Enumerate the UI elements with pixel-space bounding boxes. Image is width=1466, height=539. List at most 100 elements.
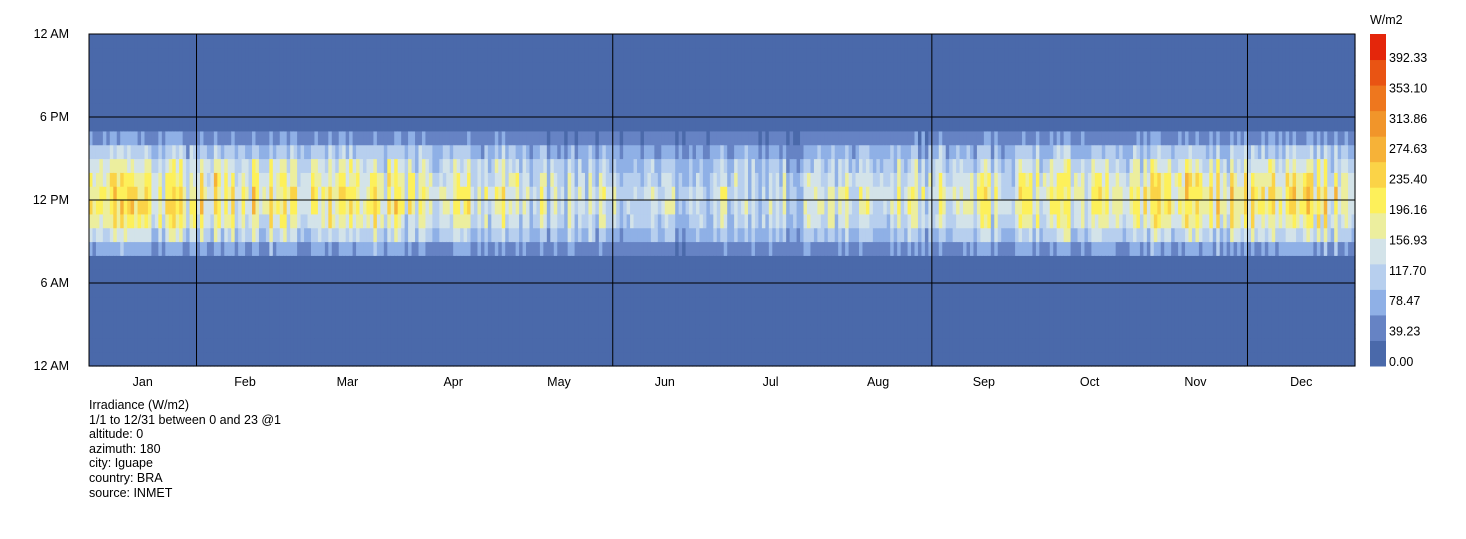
heatmap-cell xyxy=(349,158,354,173)
heatmap-cell xyxy=(713,213,718,229)
heatmap-cell xyxy=(307,103,312,118)
heatmap-cell xyxy=(723,338,728,353)
heatmap-cell xyxy=(265,47,270,63)
heatmap-cell xyxy=(657,103,662,118)
heatmap-cell xyxy=(695,283,701,298)
heatmap-cell xyxy=(647,241,652,256)
heatmap-cell xyxy=(314,200,319,215)
heatmap-cell xyxy=(137,34,142,49)
heatmap-cell xyxy=(616,283,621,298)
heatmap-cell xyxy=(484,34,489,49)
heatmap-cell xyxy=(515,144,520,160)
heatmap-cell xyxy=(241,117,246,132)
heatmap-cell xyxy=(415,34,420,49)
heatmap-cell xyxy=(796,158,801,173)
heatmap-cell xyxy=(331,186,336,201)
heatmap-cell xyxy=(304,324,309,339)
heatmap-cell xyxy=(269,144,274,160)
heatmap-cell xyxy=(269,283,274,298)
heatmap-cell xyxy=(345,103,350,118)
heatmap-cell xyxy=(210,117,215,132)
heatmap-cell xyxy=(300,144,305,160)
heatmap-cell xyxy=(442,310,447,326)
heatmap-cell xyxy=(186,61,191,77)
heatmap-cell xyxy=(695,227,701,243)
heatmap-cell xyxy=(418,283,423,298)
heatmap-cell xyxy=(720,352,725,367)
heatmap-cell xyxy=(234,130,239,146)
heatmap-cell xyxy=(317,255,322,270)
heatmap-cell xyxy=(782,324,787,339)
heatmap-cell xyxy=(252,269,257,284)
heatmap-cell xyxy=(467,75,472,90)
heatmap-cell xyxy=(262,200,267,215)
heatmap-cell xyxy=(439,213,444,229)
heatmap-cell xyxy=(116,75,121,90)
heatmap-cell xyxy=(109,47,114,63)
heatmap-cell xyxy=(352,296,357,312)
heatmap-cell xyxy=(262,352,267,367)
heatmap-cell xyxy=(675,130,680,146)
heatmap-cell xyxy=(172,103,177,118)
heatmap-cell xyxy=(390,34,395,49)
heatmap-cell xyxy=(206,213,211,229)
heatmap-cell xyxy=(560,186,565,201)
heatmap-cell xyxy=(220,144,225,160)
heatmap-cell xyxy=(241,227,246,243)
heatmap-cell xyxy=(331,34,336,49)
heatmap-cell xyxy=(380,283,385,298)
heatmap-cell xyxy=(408,352,413,367)
heatmap-cell xyxy=(331,89,336,104)
heatmap-cell xyxy=(161,144,166,160)
heatmap-cell xyxy=(775,61,780,77)
heatmap-cell xyxy=(446,47,451,63)
heatmap-cell xyxy=(415,213,420,229)
heatmap-cell xyxy=(695,324,701,339)
heatmap-cell xyxy=(99,172,104,187)
heatmap-cell xyxy=(363,338,368,353)
heatmap-cell xyxy=(557,296,562,312)
heatmap-cell xyxy=(685,200,690,215)
heatmap-cell xyxy=(310,144,316,160)
heatmap-cell xyxy=(716,130,721,146)
heatmap-cell xyxy=(522,241,527,256)
heatmap-cell xyxy=(269,352,274,367)
heatmap-cell xyxy=(477,158,482,173)
heatmap-cell xyxy=(269,255,274,270)
heatmap-cell xyxy=(182,103,187,118)
heatmap-cell xyxy=(612,296,617,312)
heatmap-cell xyxy=(758,352,763,367)
heatmap-cell xyxy=(217,352,222,367)
heatmap-cell xyxy=(231,269,236,284)
heatmap-cell xyxy=(734,352,739,367)
heatmap-cell xyxy=(241,283,246,298)
heatmap-cell xyxy=(435,172,440,187)
heatmap-cell xyxy=(616,213,621,229)
heatmap-cell xyxy=(602,283,607,298)
heatmap-cell xyxy=(526,75,531,90)
heatmap-cell xyxy=(300,172,305,187)
heatmap-cell xyxy=(151,172,156,187)
heatmap-cell xyxy=(761,61,766,77)
heatmap-cell xyxy=(557,338,562,353)
heatmap-cell xyxy=(262,130,267,146)
heatmap-cell xyxy=(356,200,361,215)
heatmap-cell xyxy=(730,352,735,367)
heatmap-cell xyxy=(415,200,420,215)
heatmap-cell xyxy=(709,34,714,49)
heatmap-cell xyxy=(633,241,638,256)
heatmap-cell xyxy=(349,200,354,215)
heatmap-cell xyxy=(637,241,642,256)
heatmap-cell xyxy=(168,227,173,243)
heatmap-cell xyxy=(637,186,642,201)
heatmap-cell xyxy=(546,310,551,326)
heatmap-cell xyxy=(713,34,718,49)
heatmap-cell xyxy=(734,200,739,215)
heatmap-cell xyxy=(120,130,125,146)
heatmap-cell xyxy=(359,61,364,77)
heatmap-cell xyxy=(182,324,187,339)
heatmap-cell xyxy=(186,283,191,298)
heatmap-cell xyxy=(189,296,194,312)
heatmap-cell xyxy=(463,310,468,326)
heatmap-cell xyxy=(460,200,465,215)
